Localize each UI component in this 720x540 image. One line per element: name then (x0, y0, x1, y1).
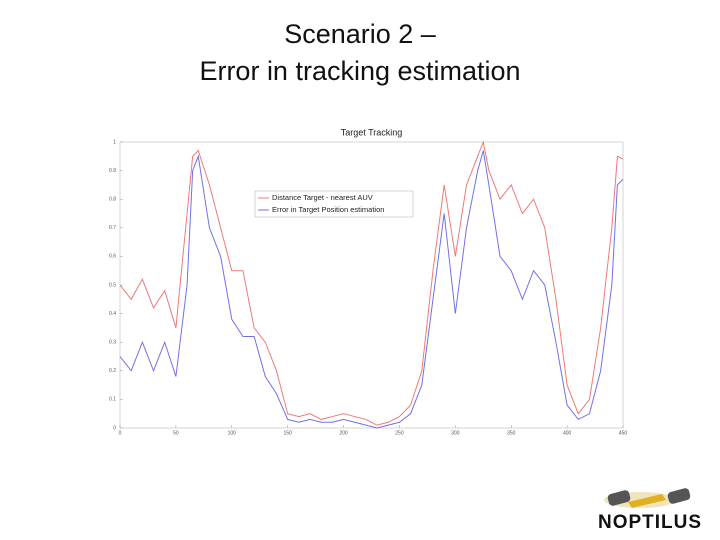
series-line (119, 140, 624, 426)
x-tick-label: 350 (507, 430, 516, 436)
y-tick-label: 0.9 (109, 168, 116, 174)
x-tick-label: 400 (563, 430, 572, 436)
y-tick-label: 0.8 (109, 197, 116, 203)
y-tick-label: 0.3 (109, 340, 116, 346)
slide-title: Scenario 2 – (284, 19, 436, 49)
y-tick-label: 0.2 (109, 368, 116, 374)
x-tick-label: 450 (619, 430, 628, 436)
x-tick-label: 100 (228, 430, 237, 436)
x-tick-label: 300 (451, 430, 460, 436)
chart-title: Target Tracking (341, 127, 403, 137)
slide-title: Error in tracking estimation (199, 56, 521, 86)
series-line (119, 150, 624, 429)
y-tick-label: 0 (113, 425, 116, 431)
x-tick-label: 250 (395, 430, 404, 436)
x-tick-label: 0 (119, 430, 122, 436)
x-tick-label: 50 (173, 430, 179, 436)
logo-text: NOPTILUS (598, 512, 703, 533)
legend-label: Error in Target Position estimation (272, 205, 384, 214)
y-tick-label: 0.7 (109, 225, 116, 231)
logo-icon (604, 488, 691, 508)
plot-area (119, 141, 624, 429)
y-tick-label: 0.4 (109, 311, 116, 317)
x-tick-label: 150 (283, 430, 292, 436)
y-tick-label: 0.6 (109, 254, 116, 260)
y-tick-label: 0.1 (109, 397, 116, 403)
y-tick-label: 0.5 (109, 282, 116, 288)
legend-label: Distance Target - nearest AUV (272, 193, 373, 202)
legend-box (254, 190, 414, 218)
y-tick-label: 1 (113, 139, 116, 145)
x-tick-label: 200 (339, 430, 348, 436)
